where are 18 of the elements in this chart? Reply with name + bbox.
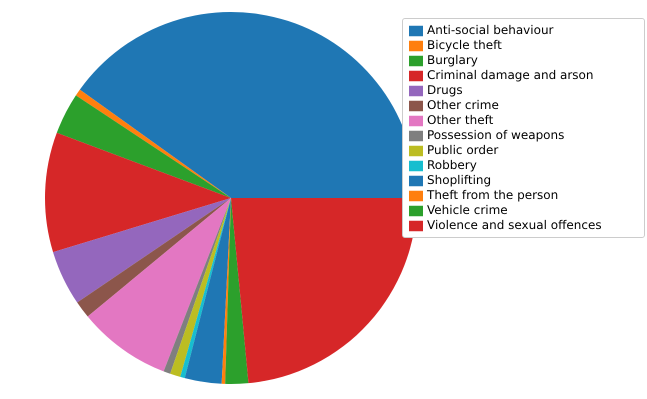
legend-label: Possession of weapons xyxy=(427,128,564,142)
legend-label: Shoplifting xyxy=(427,173,492,187)
pie-slice xyxy=(53,198,231,303)
legend-label: Other crime xyxy=(427,98,499,112)
legend-label: Drugs xyxy=(427,83,463,97)
legend-label: Vehicle crime xyxy=(427,203,508,217)
pie-slice xyxy=(77,198,231,317)
legend-label: Robbery xyxy=(427,158,477,172)
legend-label: Public order xyxy=(427,143,498,157)
legend-label: Theft from the person xyxy=(427,188,558,202)
pie-slice xyxy=(88,198,231,372)
legend-label: Bicycle theft xyxy=(427,38,502,52)
legend-label: Anti-social behaviour xyxy=(427,23,554,37)
pie-slice xyxy=(225,198,249,384)
legend-label: Burglary xyxy=(427,53,478,67)
legend-label: Criminal damage and arson xyxy=(427,68,594,82)
legend-label: Other theft xyxy=(427,113,494,127)
legend-label: Violence and sexual offences xyxy=(427,218,602,232)
